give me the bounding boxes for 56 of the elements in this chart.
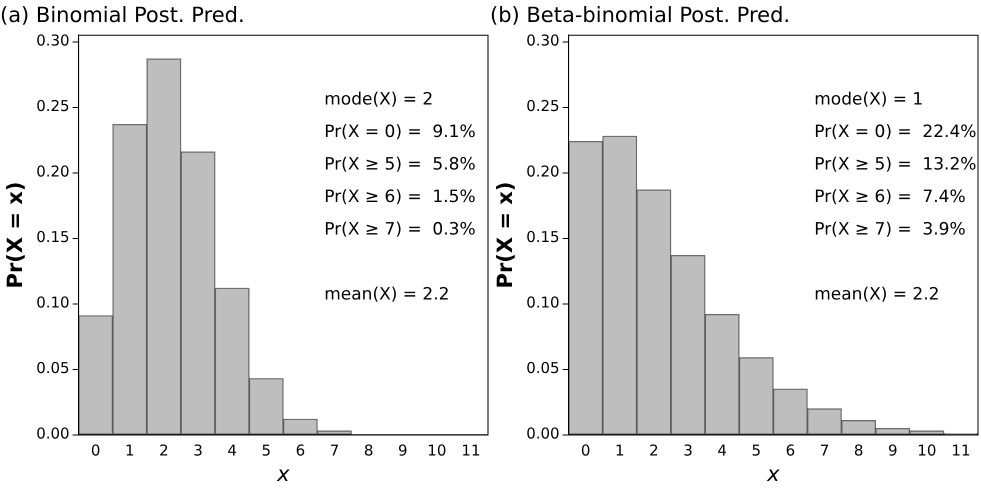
x-tick-label: 4 — [717, 442, 727, 460]
x-tick-label: 1 — [125, 442, 135, 460]
y-tick-label: 0.05 — [36, 359, 70, 378]
y-tick-label: 0.20 — [526, 162, 560, 181]
x-tick-label: 5 — [751, 442, 762, 460]
y-tick-label: 0.00 — [526, 424, 560, 443]
x-tick-label: 9 — [398, 442, 408, 460]
x-tick-label: 0 — [580, 442, 590, 460]
annotation: Pr(X ≥ 7) = 0.3% — [324, 220, 476, 240]
x-tick-label: 8 — [364, 442, 374, 460]
x-tick-label: 9 — [888, 442, 898, 460]
x-tick-label: 0 — [90, 442, 100, 460]
x-tick-label: 4 — [227, 442, 237, 460]
y-tick-label: 0.30 — [36, 32, 70, 50]
x-tick-label: 8 — [854, 442, 864, 460]
y-axis-title: Pr(X = x) — [493, 182, 518, 288]
x-axis-title: x — [276, 462, 290, 486]
annotation: Pr(X = 0) = 9.1% — [324, 122, 476, 142]
chart-title: (b) Beta-binomial Post. Pred. — [490, 3, 790, 28]
annotation: mean(X) = 2.2 — [324, 284, 450, 305]
y-tick-label: 0.05 — [526, 359, 560, 378]
x-axis-title: x — [766, 462, 780, 486]
annotation: Pr(X ≥ 5) = 5.8% — [324, 154, 476, 175]
y-tick-label: 0.25 — [526, 97, 560, 116]
annotation: mode(X) = 2 — [324, 90, 434, 110]
x-tick-label: 7 — [330, 442, 340, 460]
annotation: Pr(X ≥ 6) = 1.5% — [324, 187, 476, 208]
y-tick-label: 0.15 — [36, 228, 70, 246]
annotation: Pr(X ≥ 7) = 3.9% — [814, 220, 966, 240]
x-tick-label: 5 — [261, 442, 272, 460]
x-tick-label: 11 — [461, 442, 480, 460]
y-tick-label: 0.25 — [36, 97, 70, 116]
x-tick-label: 2 — [649, 442, 659, 460]
x-tick-label: 6 — [296, 442, 306, 460]
x-tick-label: 10 — [427, 442, 446, 460]
x-tick-label: 10 — [917, 442, 936, 460]
y-tick-label: 0.00 — [36, 424, 70, 443]
y-tick-label: 0.10 — [36, 294, 70, 312]
x-tick-label: 1 — [615, 442, 625, 460]
chart-title: (a) Binomial Post. Pred. — [0, 3, 245, 28]
x-tick-label: 6 — [786, 442, 796, 460]
y-tick-label: 0.15 — [526, 228, 560, 246]
x-tick-label: 3 — [193, 442, 203, 460]
annotation: Pr(X = 0) = 22.4% — [814, 122, 976, 142]
x-tick-label: 2 — [159, 442, 169, 460]
annotation: Pr(X ≥ 6) = 7.4% — [814, 187, 966, 208]
annotation: mean(X) = 2.2 — [814, 284, 940, 305]
x-tick-label: 7 — [820, 442, 830, 460]
x-tick-label: 11 — [951, 442, 970, 460]
y-tick-label: 0.30 — [526, 32, 560, 50]
annotation: Pr(X ≥ 5) = 13.2% — [814, 154, 976, 175]
x-tick-label: 3 — [683, 442, 693, 460]
y-tick-label: 0.20 — [36, 162, 70, 181]
annotation: mode(X) = 1 — [814, 90, 924, 110]
y-tick-label: 0.10 — [526, 294, 560, 312]
y-axis-title: Pr(X = x) — [3, 182, 28, 288]
